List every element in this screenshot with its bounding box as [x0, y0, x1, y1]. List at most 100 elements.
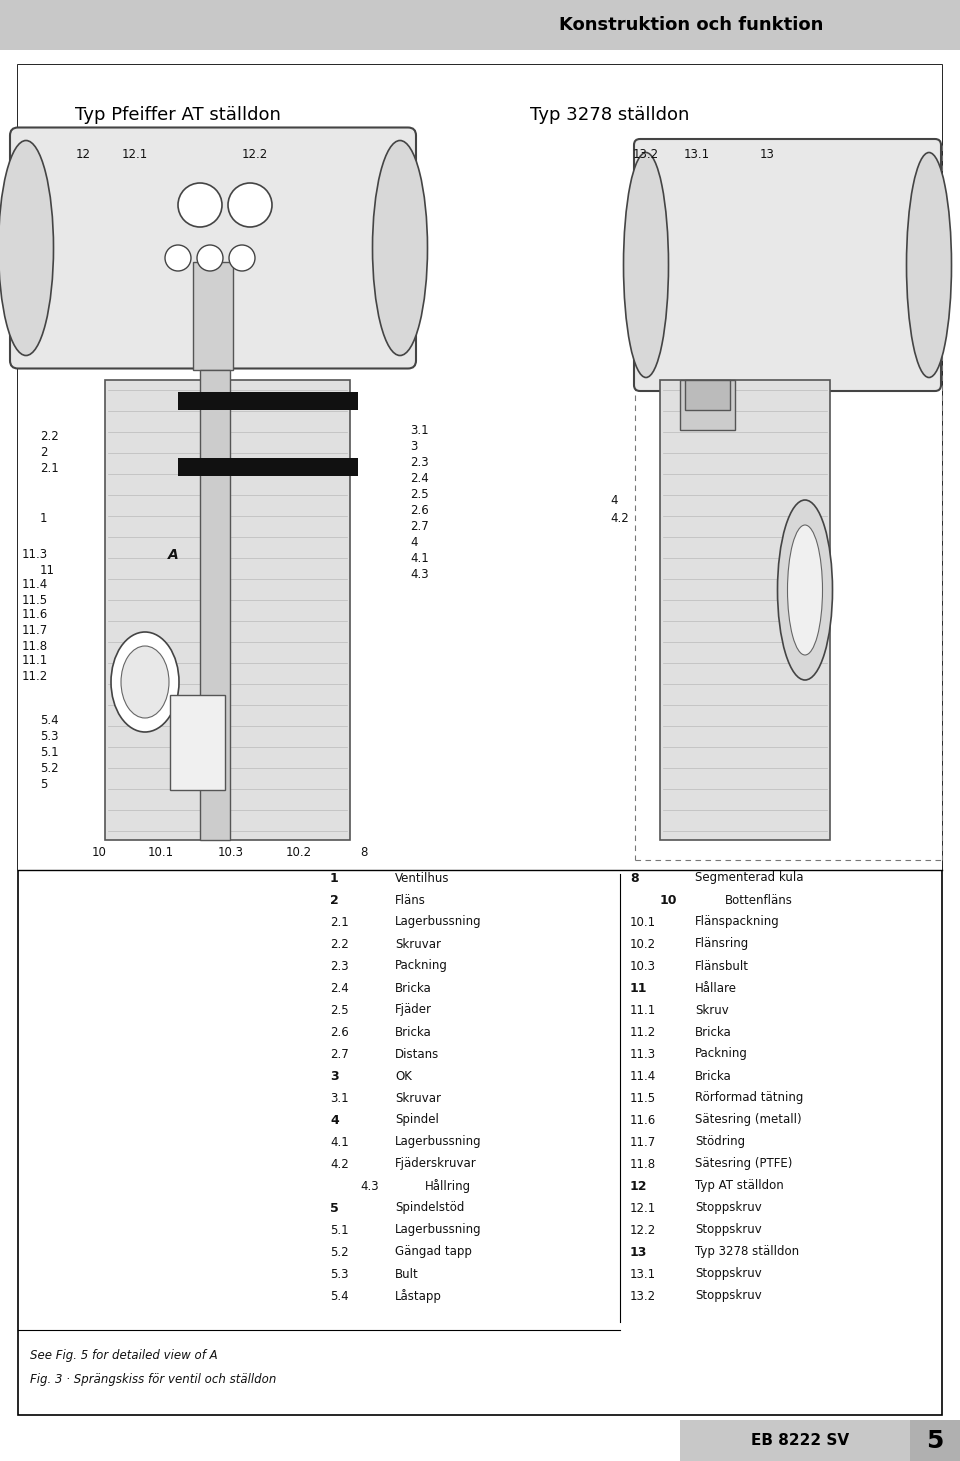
Text: 2.3: 2.3	[410, 456, 428, 469]
Text: 12.1: 12.1	[630, 1201, 657, 1214]
Circle shape	[228, 183, 272, 226]
Text: 11.4: 11.4	[22, 579, 48, 592]
Text: 8: 8	[360, 846, 368, 859]
Bar	[910, 1420, 960, 1461]
Text: Bricka: Bricka	[695, 1026, 732, 1039]
Text: Gängad tapp: Gängad tapp	[395, 1245, 472, 1258]
Text: OK: OK	[395, 1069, 412, 1083]
Ellipse shape	[623, 152, 668, 377]
Bar	[680, 1420, 960, 1461]
Text: 11.3: 11.3	[22, 548, 48, 561]
Text: 4: 4	[610, 494, 617, 507]
Text: 5: 5	[40, 777, 47, 790]
Ellipse shape	[906, 152, 951, 377]
Text: Låstapp: Låstapp	[395, 1289, 442, 1303]
Text: 11: 11	[630, 982, 647, 995]
Text: 5.3: 5.3	[40, 729, 59, 742]
Text: 4: 4	[330, 1113, 339, 1126]
Text: Fjäderskruvar: Fjäderskruvar	[395, 1157, 477, 1170]
Text: Bricka: Bricka	[395, 1026, 432, 1039]
Text: Bult: Bult	[395, 1268, 419, 1280]
Text: Fläns: Fläns	[395, 894, 426, 906]
Text: 12.2: 12.2	[630, 1223, 657, 1236]
Text: 4.2: 4.2	[610, 511, 629, 524]
Text: Flänsring: Flänsring	[695, 938, 749, 951]
Bar	[105, 380, 350, 840]
Circle shape	[229, 245, 255, 270]
Circle shape	[178, 183, 222, 226]
Text: Packning: Packning	[395, 960, 448, 973]
Text: Spindel: Spindel	[395, 1113, 439, 1126]
Text: 11: 11	[40, 564, 55, 577]
Ellipse shape	[121, 646, 169, 717]
Text: Packning: Packning	[695, 1048, 748, 1061]
Text: 10: 10	[660, 894, 678, 906]
Text: 10: 10	[92, 846, 107, 859]
Text: 10.3: 10.3	[630, 960, 656, 973]
Text: 10.1: 10.1	[630, 916, 656, 929]
Text: 2.7: 2.7	[330, 1048, 348, 1061]
Text: 12.1: 12.1	[122, 149, 148, 162]
Text: 5.1: 5.1	[330, 1223, 348, 1236]
Bar	[178, 457, 358, 476]
Text: 4.3: 4.3	[360, 1179, 378, 1192]
Text: 12.2: 12.2	[242, 149, 268, 162]
Text: Stoppskruv: Stoppskruv	[695, 1290, 761, 1303]
Text: 2.2: 2.2	[40, 430, 59, 443]
Text: 2.6: 2.6	[410, 504, 429, 517]
FancyBboxPatch shape	[10, 127, 416, 368]
Text: 13: 13	[760, 149, 775, 162]
Text: Bricka: Bricka	[395, 982, 432, 995]
Text: 11.7: 11.7	[630, 1135, 657, 1148]
Text: Skruv: Skruv	[695, 1004, 729, 1017]
Text: 5.2: 5.2	[330, 1245, 348, 1258]
Text: 5.3: 5.3	[330, 1268, 348, 1280]
Text: 2.4: 2.4	[330, 982, 348, 995]
Ellipse shape	[778, 500, 832, 679]
Text: 3: 3	[410, 440, 418, 453]
Bar	[680, 380, 735, 430]
Text: 13.2: 13.2	[630, 1290, 656, 1303]
Text: 5.2: 5.2	[40, 761, 59, 774]
Text: 2: 2	[40, 446, 47, 459]
Text: 2.5: 2.5	[410, 488, 428, 501]
Text: 2.7: 2.7	[410, 520, 429, 532]
Text: 11.5: 11.5	[630, 1091, 656, 1105]
Text: 3.1: 3.1	[330, 1091, 348, 1105]
Ellipse shape	[111, 633, 179, 732]
Text: 5: 5	[926, 1429, 944, 1452]
Text: Distans: Distans	[395, 1048, 440, 1061]
Text: Stoppskruv: Stoppskruv	[695, 1268, 761, 1280]
Text: 3: 3	[330, 1069, 339, 1083]
Text: 13: 13	[630, 1245, 647, 1258]
Text: Fig. 3 · Sprängskiss för ventil och ställdon: Fig. 3 · Sprängskiss för ventil och stäl…	[30, 1373, 276, 1386]
Text: 10.3: 10.3	[218, 846, 244, 859]
Text: Flänspackning: Flänspackning	[695, 916, 780, 929]
Text: 11.2: 11.2	[630, 1026, 657, 1039]
Bar	[193, 262, 233, 370]
Text: 5.4: 5.4	[40, 713, 59, 726]
Text: Stoppskruv: Stoppskruv	[695, 1223, 761, 1236]
Text: 12: 12	[630, 1179, 647, 1192]
Text: Bricka: Bricka	[695, 1069, 732, 1083]
Text: Stödring: Stödring	[695, 1135, 745, 1148]
Text: Typ 3278 ställdon: Typ 3278 ställdon	[695, 1245, 799, 1258]
Text: Sätesring (PTFE): Sätesring (PTFE)	[695, 1157, 792, 1170]
Text: 4: 4	[410, 536, 418, 548]
Text: 10.2: 10.2	[630, 938, 656, 951]
Text: 11.7: 11.7	[22, 624, 48, 637]
Text: Lagerbussning: Lagerbussning	[395, 1223, 482, 1236]
Text: Sätesring (metall): Sätesring (metall)	[695, 1113, 802, 1126]
Text: Flänsbult: Flänsbult	[695, 960, 749, 973]
Text: 11.6: 11.6	[630, 1113, 657, 1126]
Text: Bottenfläns: Bottenfläns	[725, 894, 793, 906]
FancyBboxPatch shape	[634, 139, 941, 392]
Text: Typ Pfeiffer AT ställdon: Typ Pfeiffer AT ställdon	[75, 107, 281, 124]
Bar	[178, 392, 358, 411]
Text: 2.1: 2.1	[330, 916, 348, 929]
Text: Konstruktion och funktion: Konstruktion och funktion	[559, 16, 824, 34]
Bar	[0, 0, 960, 50]
Text: Lagerbussning: Lagerbussning	[395, 1135, 482, 1148]
Text: 11.2: 11.2	[22, 671, 48, 684]
Bar	[18, 64, 942, 869]
